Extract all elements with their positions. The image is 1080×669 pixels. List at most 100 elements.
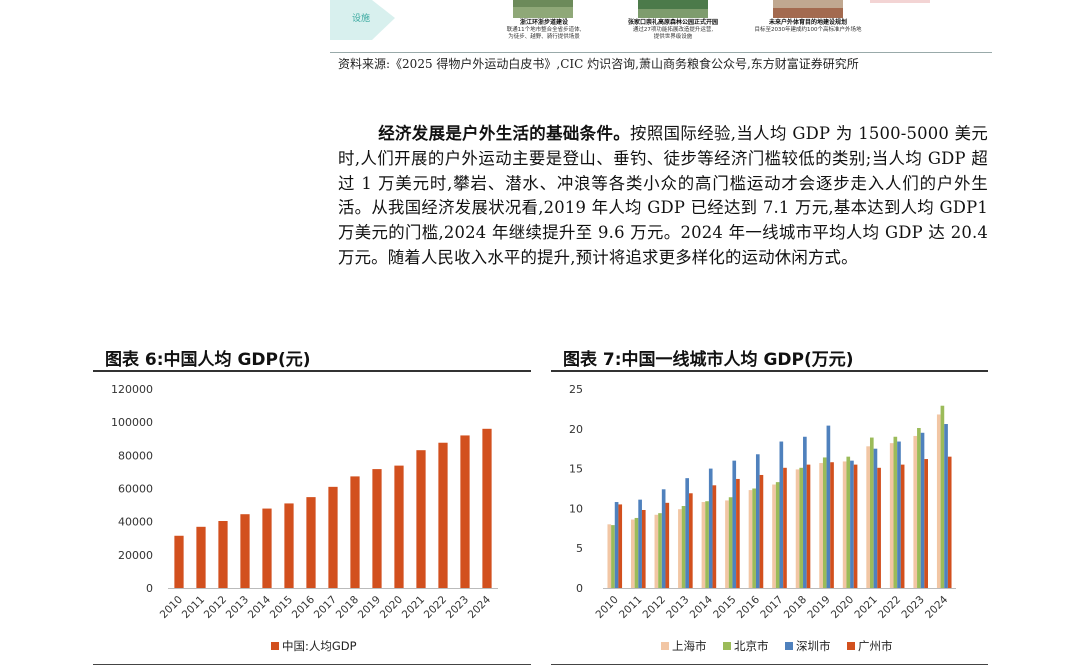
bar <box>917 428 921 588</box>
bar <box>924 459 928 588</box>
facility-arrow <box>330 0 395 40</box>
legend-label: 上海市 <box>672 639 707 653</box>
bar <box>897 441 901 588</box>
x-tick-label: 2022 <box>876 594 903 621</box>
bar <box>665 502 670 588</box>
bar <box>826 425 831 588</box>
bar <box>658 513 662 588</box>
y-tick-label: 15 <box>569 463 583 476</box>
x-tick-label: 2015 <box>711 594 738 621</box>
bar <box>873 448 878 588</box>
bar <box>631 519 635 588</box>
source-divider <box>330 52 992 53</box>
bar <box>284 503 294 588</box>
legend-label: 深圳市 <box>796 639 831 653</box>
bar <box>607 524 612 588</box>
bar <box>806 464 811 588</box>
bar <box>661 489 666 588</box>
x-tick-label: 2010 <box>593 594 620 621</box>
bar <box>850 460 854 588</box>
caption-3-title: 未来户外体育目的地建设规划 <box>768 19 847 26</box>
x-tick-label: 2011 <box>617 594 644 621</box>
y-tick-label: 120000 <box>111 383 153 396</box>
x-tick-label: 2015 <box>268 594 295 621</box>
x-tick-label: 2024 <box>923 593 951 621</box>
bar <box>725 500 729 588</box>
bar <box>732 460 737 588</box>
bar <box>728 497 733 588</box>
x-tick-label: 2012 <box>202 594 229 621</box>
x-tick-label: 2018 <box>334 594 361 621</box>
chart-6-bottom-rule <box>93 664 531 665</box>
bar <box>944 424 948 588</box>
bar <box>705 501 709 588</box>
x-tick-label: 2019 <box>356 594 383 621</box>
y-tick-label: 0 <box>576 582 583 595</box>
bar <box>795 469 800 588</box>
chart-7-bottom-rule <box>551 664 988 665</box>
bar <box>681 506 686 588</box>
bar <box>853 464 858 588</box>
chart-6-rule <box>93 370 531 372</box>
bar <box>940 405 945 588</box>
x-tick-label: 2017 <box>758 594 785 621</box>
chart-7-title: 图表 7:中国一线城市人均 GDP(万元) <box>563 350 854 370</box>
x-tick-label: 2016 <box>735 593 763 621</box>
bar <box>701 502 706 588</box>
bar <box>842 461 847 588</box>
bar <box>708 468 713 588</box>
bar <box>482 428 492 588</box>
bar <box>877 467 881 588</box>
chart-6-title: 图表 6:中国人均 GDP(元) <box>105 350 311 370</box>
x-tick-label: 2021 <box>400 594 427 621</box>
x-tick-label: 2012 <box>641 594 668 621</box>
bar <box>772 484 776 588</box>
infographic-strip: 设施 浙江环浙步道建设 联通11个地市整合全省步道体, 为徒步、越野、骑行提供场… <box>0 0 1080 55</box>
bar <box>736 478 740 588</box>
x-tick-label: 2023 <box>444 594 471 621</box>
bar <box>920 432 925 588</box>
caption-1-line-2: 为徒步、越野、骑行提供场景 <box>508 34 580 40</box>
bar <box>759 474 764 588</box>
bar <box>783 467 787 588</box>
x-tick-label: 2024 <box>466 593 494 621</box>
bar <box>900 464 905 588</box>
chart-6: 0200004000060000800001000001200002010201… <box>111 383 498 653</box>
bar <box>947 456 952 588</box>
bar <box>779 441 784 588</box>
bar <box>712 485 717 588</box>
x-tick-label: 2022 <box>422 594 449 621</box>
legend-swatch <box>785 642 793 650</box>
legend-label: 广州市 <box>858 639 893 653</box>
bar <box>866 446 870 588</box>
x-tick-label: 2016 <box>290 593 318 621</box>
bar <box>218 521 228 588</box>
y-tick-label: 25 <box>569 383 583 396</box>
bar <box>438 442 448 588</box>
facility-label: 设施 <box>352 12 370 24</box>
chart-7-rule <box>551 370 988 372</box>
bar <box>618 504 623 588</box>
bar <box>846 456 851 588</box>
caption-3-line-1: 目标至2030年建成约100个高标准户外场地 <box>754 27 862 33</box>
bar <box>775 482 780 588</box>
y-tick-label: 20 <box>569 423 583 436</box>
paragraph-lead: 经济发展是户外生活的基础条件。 <box>378 124 631 143</box>
bar <box>689 493 693 588</box>
bar <box>372 469 382 588</box>
bar <box>803 436 807 588</box>
body-paragraph: 经济发展是户外生活的基础条件。按照国际经验,当人均 GDP 为 1500-500… <box>338 122 988 271</box>
bar <box>416 450 426 588</box>
legend-label: 北京市 <box>734 639 769 653</box>
bar <box>196 526 206 588</box>
bar <box>830 462 834 588</box>
y-tick-label: 10 <box>569 502 583 515</box>
x-tick-label: 2023 <box>899 594 926 621</box>
bar <box>262 508 272 588</box>
y-tick-label: 80000 <box>118 449 153 462</box>
y-tick-label: 60000 <box>118 483 153 496</box>
paragraph-body: 按照国际经验,当人均 GDP 为 1500-5000 美元时,人们开展的户外运动… <box>338 124 988 267</box>
legend-swatch <box>661 642 669 650</box>
y-tick-label: 5 <box>576 542 583 555</box>
x-tick-label: 2014 <box>688 593 716 621</box>
